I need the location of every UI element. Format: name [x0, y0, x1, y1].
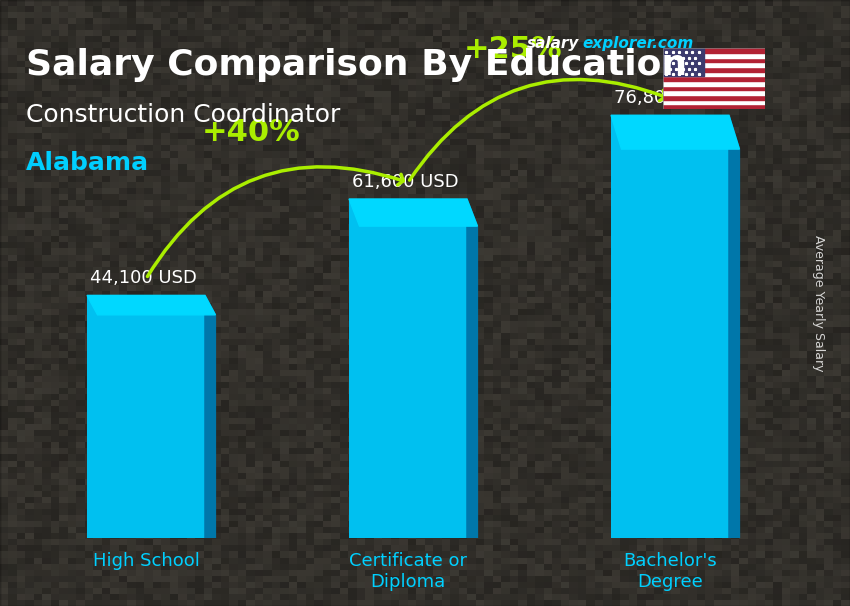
- Polygon shape: [205, 295, 215, 538]
- Bar: [663, 72, 765, 76]
- Text: 44,100 USD: 44,100 USD: [90, 269, 197, 287]
- Text: Construction Coordinator: Construction Coordinator: [26, 103, 340, 127]
- Text: +25%: +25%: [463, 35, 562, 64]
- Polygon shape: [729, 115, 740, 538]
- Bar: [663, 104, 765, 109]
- Text: +40%: +40%: [201, 118, 300, 147]
- Bar: [663, 86, 765, 90]
- Polygon shape: [611, 115, 740, 149]
- Polygon shape: [87, 295, 215, 315]
- Text: Salary Comparison By Education: Salary Comparison By Education: [26, 48, 687, 82]
- Bar: [663, 76, 765, 81]
- Bar: [663, 81, 765, 86]
- Text: 61,600 USD: 61,600 USD: [352, 173, 459, 191]
- Bar: [663, 53, 765, 58]
- Bar: [663, 48, 765, 53]
- Bar: [663, 58, 765, 62]
- Text: explorer.com: explorer.com: [582, 36, 694, 52]
- Bar: [663, 100, 765, 104]
- Bar: [663, 48, 704, 76]
- Bar: [349, 199, 467, 538]
- Bar: [663, 90, 765, 95]
- Text: salary: salary: [527, 36, 580, 52]
- Text: Alabama: Alabama: [26, 152, 149, 176]
- Polygon shape: [349, 199, 478, 226]
- Text: 76,800 USD: 76,800 USD: [614, 89, 721, 107]
- Polygon shape: [467, 199, 478, 538]
- Bar: [663, 95, 765, 100]
- Bar: [663, 62, 765, 67]
- Bar: [663, 67, 765, 72]
- Bar: [87, 295, 205, 538]
- Text: Average Yearly Salary: Average Yearly Salary: [812, 235, 824, 371]
- Bar: [611, 115, 729, 538]
